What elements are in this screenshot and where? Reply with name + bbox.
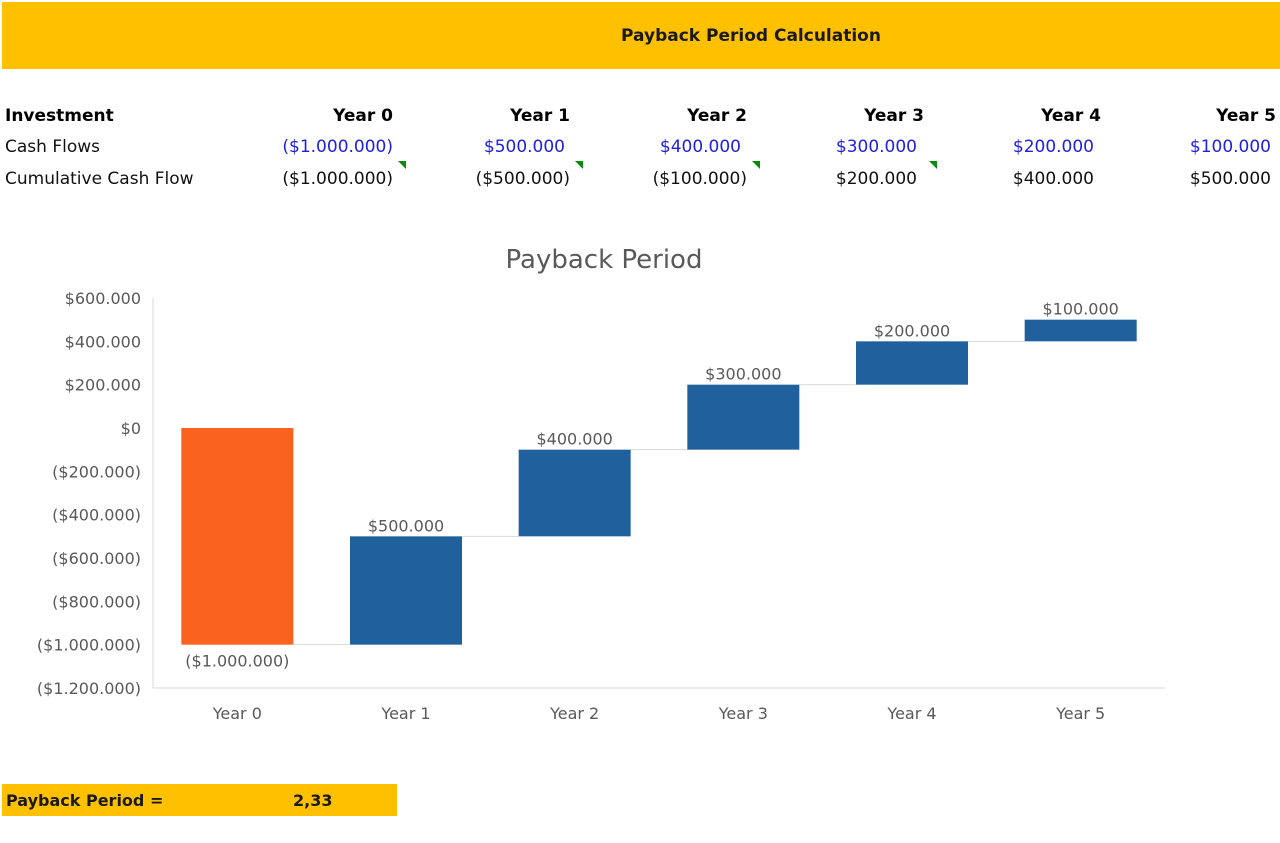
y-tick-label: ($1.000.000): [37, 636, 141, 655]
column-header: Year 0: [333, 106, 393, 126]
y-tick-label: $600.000: [65, 289, 141, 308]
column-header: Year 1: [510, 106, 570, 126]
waterfall-bar: [856, 341, 968, 385]
comment-flag-icon: [752, 161, 760, 169]
column-header: Year 5: [1216, 106, 1276, 126]
table-cell[interactable]: $200.000: [835, 169, 917, 189]
table-cell[interactable]: $200.000: [1012, 137, 1094, 157]
y-tick-label: ($1.200.000): [37, 679, 141, 698]
payback-waterfall-chart: Payback Period $600.000 $400.000 $200.000 $…: [37, 245, 1165, 723]
payback-result: Payback Period = 2,33: [2, 784, 397, 816]
table-cell[interactable]: ($100.000): [652, 169, 747, 189]
payback-label: Payback Period =: [6, 791, 164, 810]
column-header: Year 3: [864, 106, 924, 126]
y-tick-label: $200.000: [65, 376, 141, 395]
table-cell[interactable]: $300.000: [835, 137, 917, 157]
y-tick-label: $400.000: [65, 332, 141, 351]
comment-flag-icon: [398, 161, 406, 169]
y-tick-label: ($600.000): [52, 549, 141, 568]
table-cell[interactable]: $100.000: [1189, 137, 1271, 157]
table-corner-label: Investment: [5, 106, 114, 126]
table-cell[interactable]: ($1.000.000): [282, 169, 393, 189]
x-tick-label: Year 2: [549, 704, 599, 723]
payback-value: 2,33: [293, 791, 333, 810]
table-cell[interactable]: $400.000: [659, 137, 741, 157]
data-label: $100.000: [1042, 300, 1118, 319]
table-cell[interactable]: $500.000: [483, 137, 565, 157]
y-tick-label: $0: [121, 419, 141, 438]
x-tick-label: Year 0: [212, 704, 262, 723]
waterfall-bar: [687, 384, 800, 450]
table-cell[interactable]: ($1.000.000): [282, 137, 393, 157]
table-cell[interactable]: $500.000: [1189, 169, 1271, 189]
page-title: Payback Period Calculation: [621, 25, 881, 46]
table-cell[interactable]: $400.000: [1012, 169, 1094, 189]
y-tick-label: ($400.000): [52, 506, 141, 525]
x-tick-label: Year 1: [380, 704, 430, 723]
data-label: $300.000: [705, 365, 781, 384]
waterfall-bar: [181, 428, 294, 645]
waterfall-bar: [350, 536, 462, 645]
x-tick-label: Year 3: [718, 704, 768, 723]
waterfall-bar: [1024, 319, 1137, 342]
y-tick-label: ($800.000): [52, 592, 141, 611]
data-label: ($1.000.000): [185, 652, 289, 671]
comment-flag-icon: [929, 161, 937, 169]
comment-flag-icon: [575, 161, 583, 169]
title-banner: Payback Period Calculation: [2, 2, 1280, 69]
x-tick-label: Year 4: [886, 704, 936, 723]
x-tick-label: Year 5: [1055, 704, 1105, 723]
column-header: Year 4: [1041, 106, 1101, 126]
row-label-cash-flows: Cash Flows: [5, 137, 100, 157]
chart-title: Payback Period: [506, 245, 703, 275]
data-label: $200.000: [874, 321, 950, 340]
waterfall-bar: [518, 449, 631, 537]
data-label: $500.000: [368, 516, 444, 535]
data-label: $400.000: [536, 430, 612, 449]
y-tick-label: ($200.000): [52, 462, 141, 481]
row-label-cumulative: Cumulative Cash Flow: [5, 169, 194, 189]
column-header: Year 2: [687, 106, 747, 126]
table-cell[interactable]: ($500.000): [475, 169, 570, 189]
